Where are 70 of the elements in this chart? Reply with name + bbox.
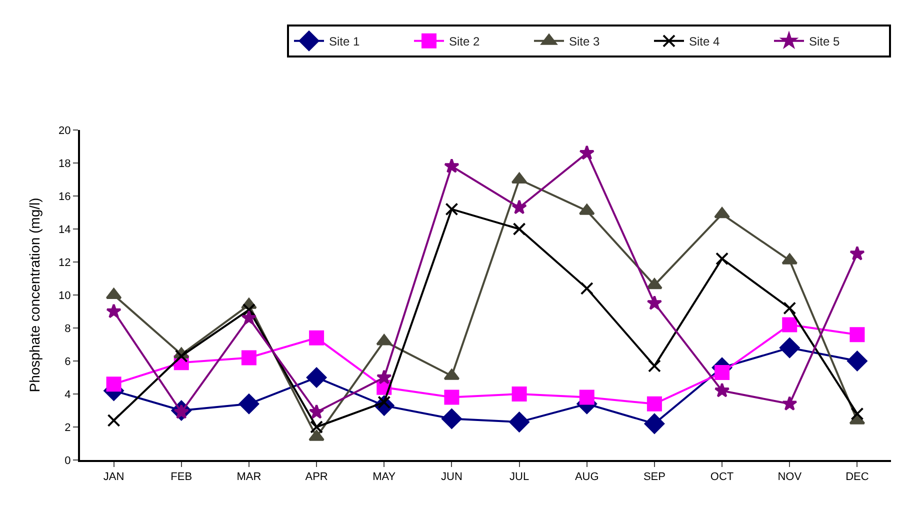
point xyxy=(580,282,594,295)
point xyxy=(646,295,662,310)
x-tick-label: JAN xyxy=(103,471,124,484)
point xyxy=(238,394,260,414)
point xyxy=(714,382,730,398)
point xyxy=(445,202,458,216)
x-tick-label: DEC xyxy=(846,471,869,484)
point xyxy=(309,330,324,346)
point xyxy=(242,303,256,316)
point xyxy=(714,207,730,218)
point xyxy=(509,412,530,432)
point xyxy=(646,278,662,290)
point xyxy=(512,200,527,214)
point xyxy=(174,350,188,363)
point xyxy=(780,338,800,358)
point xyxy=(716,252,729,266)
point xyxy=(106,304,122,318)
point xyxy=(442,408,462,429)
point xyxy=(579,145,595,160)
y-tick-label: 16 xyxy=(58,190,71,203)
point xyxy=(376,370,392,384)
point xyxy=(847,350,868,372)
x-tick-label: APR xyxy=(305,471,328,484)
x-tick-label: AUG xyxy=(574,471,599,484)
point xyxy=(782,396,798,411)
y-tick-label: 12 xyxy=(58,256,71,269)
y-tick-label: 8 xyxy=(64,322,71,335)
point xyxy=(512,222,526,236)
y-tick-label: 14 xyxy=(58,224,71,236)
point xyxy=(310,420,324,434)
point xyxy=(444,390,460,405)
y-tick-label: 4 xyxy=(64,388,71,401)
y-tick-label: 0 xyxy=(64,454,71,467)
legend-label: Site 4 xyxy=(689,34,720,49)
point xyxy=(241,350,256,366)
legend-label: Site 2 xyxy=(449,34,480,49)
point xyxy=(646,396,662,412)
x-tick-label: OCT xyxy=(710,471,734,484)
point xyxy=(106,376,122,392)
point xyxy=(648,359,661,372)
x-tick-label: JUN xyxy=(441,471,462,484)
legend-label: Site 1 xyxy=(329,34,360,49)
point xyxy=(306,367,327,388)
x-tick-label: FEB xyxy=(170,471,192,484)
y-tick-label: 10 xyxy=(58,290,71,302)
x-tick-label: SEP xyxy=(643,471,666,484)
x-tick-label: MAR xyxy=(236,471,262,484)
point xyxy=(308,404,324,419)
point xyxy=(512,386,527,402)
y-tick-label: 18 xyxy=(58,158,71,170)
point xyxy=(850,407,864,420)
x-tick-label: NOV xyxy=(778,471,802,484)
point xyxy=(783,302,796,315)
legend-label: Site 5 xyxy=(809,34,840,49)
legend-label: Site 3 xyxy=(569,34,600,49)
point xyxy=(579,390,594,405)
point xyxy=(107,414,120,427)
y-axis-title: Phosphate concentration (mg/l) xyxy=(26,198,43,392)
x-tick-label: JUL xyxy=(510,471,530,484)
point xyxy=(782,317,798,332)
x-tick-label: MAY xyxy=(372,471,396,484)
point xyxy=(644,414,665,434)
point xyxy=(714,365,730,380)
point xyxy=(850,246,865,260)
y-tick-label: 2 xyxy=(64,422,71,434)
point xyxy=(850,327,865,342)
y-tick-label: 20 xyxy=(58,124,71,137)
point xyxy=(241,310,257,325)
point xyxy=(444,158,460,173)
y-tick-label: 6 xyxy=(64,356,71,368)
